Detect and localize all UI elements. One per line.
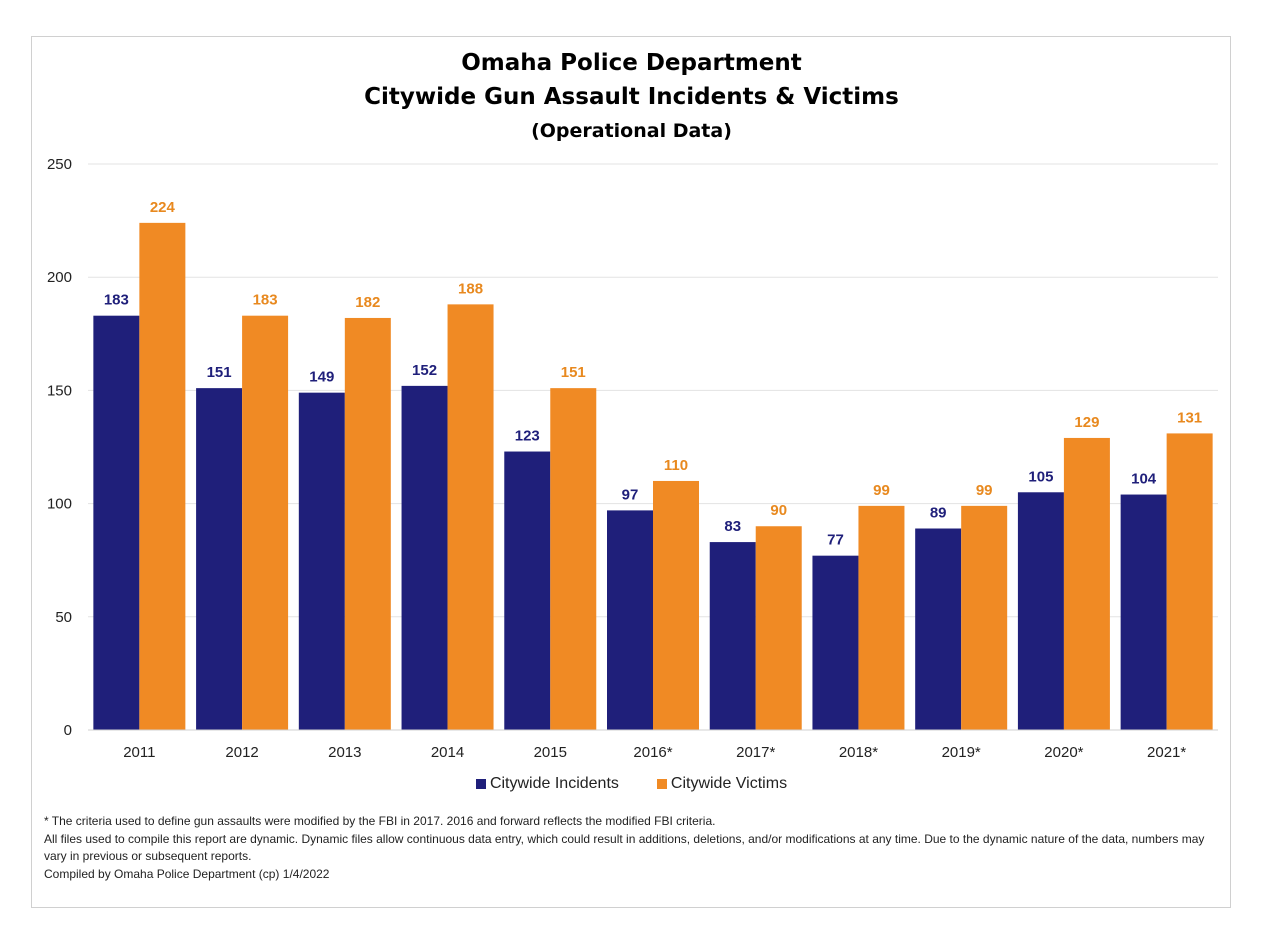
bar-incidents-2016: [607, 510, 653, 730]
data-label-incidents-2021: 104: [1131, 471, 1157, 488]
legend-swatch-victims: [656, 779, 667, 789]
bar-incidents-2011: [93, 315, 140, 730]
y-tick-label: 0: [64, 722, 72, 739]
data-label-victims-2017: 90: [770, 502, 787, 519]
data-label-incidents-2017: 83: [724, 518, 741, 535]
bar-victims-2021: [1166, 433, 1213, 730]
bar-incidents-2019: [915, 528, 962, 730]
footnote-dynamic-files: All files used to compile this report ar…: [44, 831, 1205, 864]
data-label-victims-2013: 182: [355, 294, 380, 311]
data-label-incidents-2016: 97: [622, 486, 639, 503]
bar-victims-2017: [755, 526, 802, 730]
legend-label-incidents: Citywide Incidents: [489, 775, 619, 792]
data-label-victims-2012: 183: [253, 292, 278, 309]
legend-item-victims: Citywide Victims: [656, 775, 788, 793]
bar-incidents-2018: [812, 555, 859, 730]
data-label-incidents-2012: 151: [207, 364, 232, 381]
x-tick-label: 2020*: [1044, 744, 1083, 761]
y-tick-label: 250: [47, 156, 72, 173]
footnote-compiled-by: Compiled by Omaha Police Department (cp)…: [44, 866, 330, 881]
x-tick-label: 2012: [225, 744, 258, 761]
data-label-incidents-2020: 105: [1028, 468, 1053, 485]
legend: Citywide Incidents Citywide Victims: [0, 775, 1263, 793]
y-axis-ticks: 0 50 100 150 200 250: [47, 156, 72, 739]
data-label-incidents-2015: 123: [515, 428, 540, 445]
data-label-victims-2015: 151: [561, 364, 586, 381]
bar-victims-2011: [139, 222, 186, 730]
footnote-criteria: * The criteria used to define gun assaul…: [44, 814, 716, 828]
y-tick-label: 100: [47, 496, 72, 513]
chart-title: Omaha Police Department: [461, 50, 802, 76]
bar-incidents-2021: [1120, 494, 1167, 730]
legend-swatch-incidents: [475, 779, 486, 789]
x-axis-ticks: 2011 2012 2013 2014 2015 2016* 2017* 2018* 2019*…: [123, 744, 1186, 761]
x-tick-label: 2015: [534, 744, 567, 761]
bar-victims-2014: [447, 304, 494, 730]
data-label-victims-2021: 131: [1177, 409, 1202, 426]
legend-label-victims: Citywide Victims: [670, 775, 788, 792]
y-tick-label: 50: [55, 609, 72, 626]
legend-item-incidents: Citywide Incidents: [475, 775, 619, 793]
bar-victims-2012: [242, 315, 289, 730]
bar-victims-2019: [961, 505, 1008, 730]
data-label-incidents-2011: 183: [104, 292, 129, 309]
data-labels: 183 224 151 183 149 182 152 188 123 151 97 110 83 90 7…: [104, 199, 1202, 549]
x-tick-label: 2014: [431, 744, 464, 761]
bar-incidents-2012: [196, 388, 243, 730]
x-tick-label: 2011: [123, 744, 155, 761]
bars: [93, 222, 1213, 730]
bar-victims-2016: [653, 480, 699, 730]
data-label-victims-2020: 129: [1074, 414, 1099, 431]
data-label-incidents-2019: 89: [930, 505, 947, 522]
bar-incidents-2017: [709, 542, 756, 730]
data-label-incidents-2018: 77: [827, 532, 844, 549]
bar-incidents-2014: [401, 385, 448, 730]
y-tick-label: 150: [47, 382, 72, 399]
bar-victims-2013: [344, 317, 391, 730]
x-tick-label: 2017*: [736, 744, 775, 761]
x-tick-label: 2013: [328, 744, 361, 761]
bar-incidents-2013: [298, 392, 345, 730]
x-tick-label: 2016*: [633, 744, 672, 761]
bar-victims-2020: [1063, 437, 1110, 730]
data-label-incidents-2014: 152: [412, 362, 437, 379]
bar-victims-2015: [550, 388, 597, 730]
data-label-victims-2018: 99: [873, 482, 890, 499]
bar-victims-2018: [858, 505, 905, 730]
data-label-victims-2014: 188: [458, 280, 483, 297]
data-label-incidents-2013: 149: [309, 369, 334, 386]
footnotes: * The criteria used to define gun assaul…: [44, 813, 1219, 883]
x-tick-label: 2021*: [1147, 744, 1186, 761]
chart-subtitle: (Operational Data): [531, 120, 732, 142]
x-tick-label: 2019*: [942, 744, 981, 761]
bar-incidents-2015: [504, 451, 551, 730]
x-tick-label: 2018*: [839, 744, 878, 761]
data-label-victims-2019: 99: [976, 482, 993, 499]
bar-incidents-2020: [1017, 492, 1064, 730]
y-tick-label: 200: [47, 269, 72, 286]
data-label-victims-2016: 110: [664, 457, 688, 474]
chart-title-line-2: Citywide Gun Assault Incidents & Victims: [364, 84, 899, 110]
data-label-victims-2011: 224: [150, 199, 176, 216]
